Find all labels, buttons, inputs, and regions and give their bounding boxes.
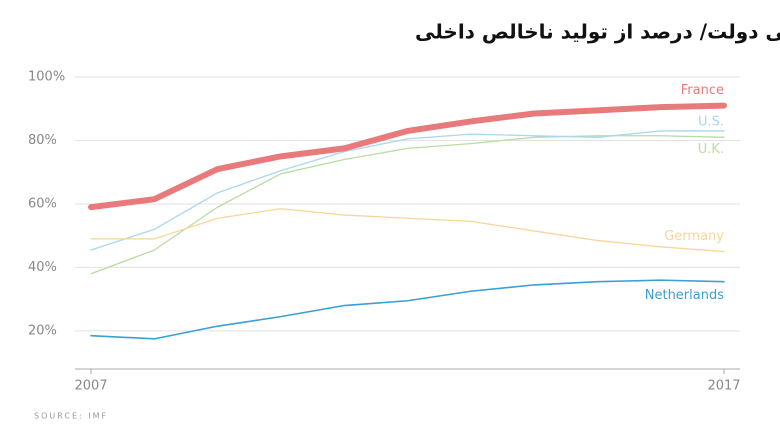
y-tick-label: 40% [28,260,57,275]
x-tick-label: 2017 [707,379,740,394]
chart-title: بدهی دولت/ درصد از تولید ناخالص داخلی [415,20,780,44]
series-line [90,135,725,275]
legend-label: Germany [664,229,724,244]
y-tick-label: 60% [28,196,57,211]
series-line [88,102,727,211]
legend-label: France [681,83,724,98]
series-line [90,279,725,340]
y-tick-label: 80% [28,133,57,148]
y-tick-label: 20% [28,323,57,338]
x-tick-label: 2007 [74,379,107,394]
legend-label: U.S. [698,114,724,129]
series-line [90,208,725,253]
source: SOURCE: IMF [34,412,108,421]
y-tick-label: 100% [28,70,65,85]
legend-label: Netherlands [645,288,724,303]
legend-label: U.K. [698,142,724,157]
series-line [90,130,725,251]
